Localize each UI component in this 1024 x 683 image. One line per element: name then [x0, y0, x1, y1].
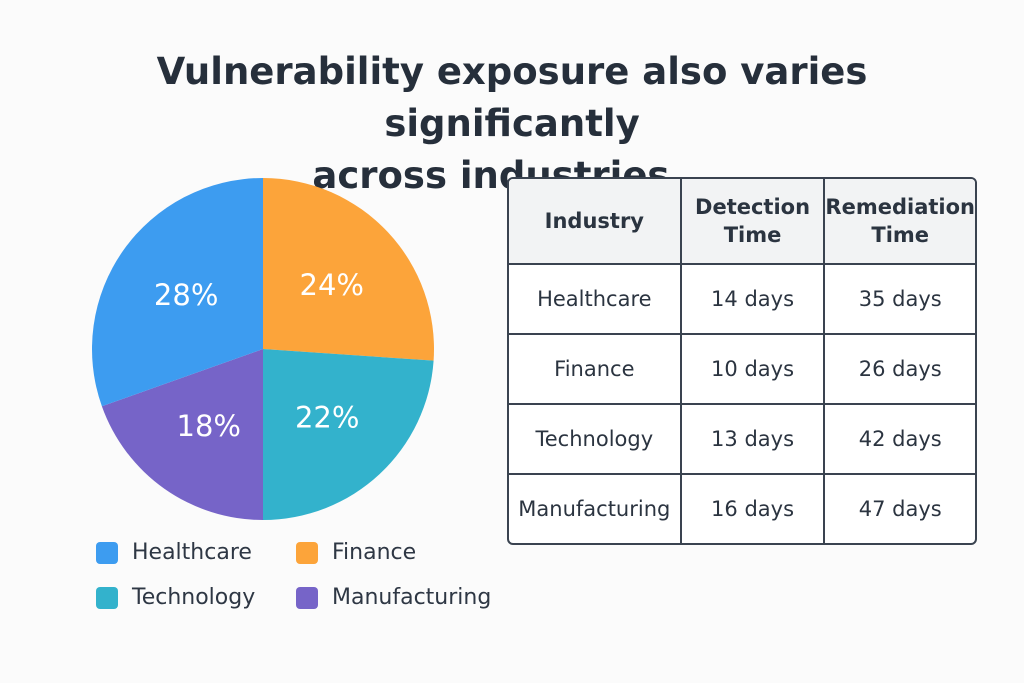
legend-item-technology: Technology — [96, 585, 296, 610]
page-title: Vulnerability exposure also varies signi… — [40, 46, 984, 202]
cell-remediation: 35 days — [825, 265, 975, 335]
title-line-1: Vulnerability exposure also varies signi… — [156, 50, 868, 145]
legend-swatch — [296, 586, 318, 609]
header-remediation-time: Remediation Time — [825, 179, 975, 265]
legend-item-manufacturing: Manufacturing — [296, 585, 516, 610]
cell-industry: Healthcare — [509, 265, 682, 335]
pie-slice-finance — [263, 178, 434, 361]
pie-label-healthcare: 28% — [154, 278, 218, 312]
legend-swatch — [296, 541, 318, 564]
table-row: Manufacturing 16 days 47 days — [509, 475, 975, 543]
pie-label-finance: 24% — [300, 268, 364, 302]
cell-remediation: 26 days — [825, 335, 975, 405]
legend-item-finance: Finance — [296, 540, 516, 565]
legend-swatch — [96, 541, 118, 564]
cell-detection: 16 days — [682, 475, 826, 543]
cell-industry: Finance — [509, 335, 682, 405]
table-row: Healthcare 14 days 35 days — [509, 265, 975, 335]
legend-swatch — [96, 586, 118, 609]
industry-table: Industry Detection Time Remediation Time… — [507, 177, 977, 545]
cell-detection: 10 days — [681, 335, 826, 405]
pie-label-technology: 22% — [295, 401, 359, 435]
legend-label: Technology — [132, 585, 256, 610]
cell-industry: Manufacturing — [509, 475, 682, 543]
cell-detection: 13 days — [681, 405, 826, 475]
header-detection-time: Detection Time — [681, 179, 826, 265]
header-industry: Industry — [509, 179, 682, 265]
cell-detection: 14 days — [681, 265, 826, 335]
pie-legend: Healthcare Finance Technology Manufactur… — [96, 540, 516, 610]
cell-remediation: 47 days — [858, 497, 942, 521]
table-row: Finance 10 days 26 days — [509, 335, 975, 405]
legend-label: Finance — [332, 540, 417, 565]
legend-label: Healthcare — [132, 540, 252, 565]
legend-label: Manufacturing — [332, 585, 492, 610]
pie-chart: 24% 22% 18% 28% — [91, 177, 434, 520]
cell-remediation: 42 days — [825, 405, 975, 475]
legend-item-healthcare: Healthcare — [96, 540, 296, 565]
table-header-row: Industry Detection Time Remediation Time — [509, 179, 975, 265]
cell-industry: Technology — [509, 405, 682, 475]
pie-slice-healthcare — [91, 177, 263, 407]
pie-slice-manufacturing — [101, 349, 263, 520]
pie-label-manufacturing: 18% — [177, 409, 241, 443]
table-row: Technology 13 days 42 days — [509, 405, 975, 475]
pie-slice-technology — [263, 349, 434, 520]
